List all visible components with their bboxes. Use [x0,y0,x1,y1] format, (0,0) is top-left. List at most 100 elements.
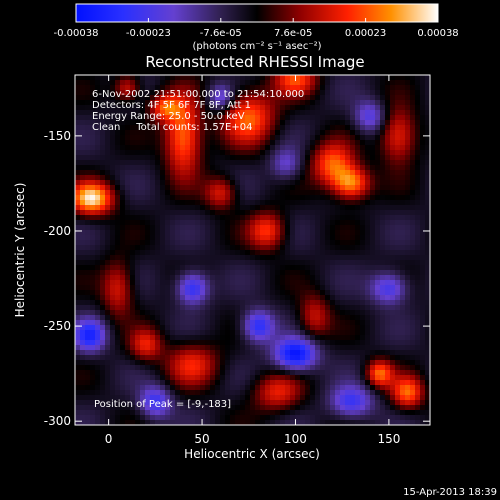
heatmap-cell [150,350,156,356]
heatmap-cell [100,235,106,241]
heatmap-cell [265,300,271,306]
heatmap-cell [180,410,186,416]
heatmap-cell [320,115,326,121]
heatmap-cell [260,255,266,261]
heatmap-cell [190,325,196,331]
heatmap-cell [85,225,91,231]
heatmap-cell [220,110,226,116]
heatmap-cell [230,155,236,161]
heatmap-cell [170,160,176,166]
heatmap-cell [90,320,96,326]
heatmap-cell [90,365,96,371]
heatmap-cell [345,225,351,231]
heatmap-cell [420,145,426,151]
heatmap-cell [90,190,96,196]
heatmap-cell [410,95,416,101]
heatmap-cell [145,200,151,206]
heatmap-cell [155,330,161,336]
heatmap-cell [325,80,331,86]
heatmap-cell [425,260,431,266]
heatmap-cell [195,340,201,346]
heatmap-cell [135,360,141,366]
heatmap-cell [425,310,431,316]
heatmap-cell [305,405,311,411]
heatmap-cell [140,275,146,281]
heatmap-cell [290,415,296,421]
heatmap-cell [130,225,136,231]
heatmap-cell [370,390,376,396]
heatmap-cell [305,205,311,211]
heatmap-cell [90,405,96,411]
heatmap-cell [145,385,151,391]
heatmap-cell [100,195,106,201]
heatmap-cell [300,195,306,201]
heatmap-cell [210,110,216,116]
heatmap-cell [390,180,396,186]
heatmap-cell [210,135,216,141]
heatmap-cell [180,90,186,96]
heatmap-cell [360,215,366,221]
heatmap-cell [85,290,91,296]
heatmap-cell [170,420,176,426]
heatmap-cell [80,275,86,281]
heatmap-cell [90,195,96,201]
heatmap-cell [105,85,111,91]
heatmap-cell [350,340,356,346]
heatmap-cell [395,250,401,256]
heatmap-cell [320,155,326,161]
heatmap-cell [300,230,306,236]
heatmap-cell [260,120,266,126]
heatmap-cell [180,120,186,126]
heatmap-cell [400,185,406,191]
heatmap-cell [350,270,356,276]
heatmap-cell [225,90,231,96]
heatmap-cell [265,310,271,316]
heatmap-cell [335,325,341,331]
heatmap-cell [205,135,211,141]
heatmap-cell [130,200,136,206]
heatmap-cell [335,320,341,326]
heatmap-cell [165,265,171,271]
heatmap-cell [200,225,206,231]
heatmap-cell [185,340,191,346]
heatmap-cell [115,385,121,391]
heatmap-cell [380,320,386,326]
heatmap-cell [180,260,186,266]
heatmap-cell [120,215,126,221]
heatmap-cell [100,280,106,286]
heatmap-cell [200,335,206,341]
heatmap-cell [320,245,326,251]
heatmap-cell [375,365,381,371]
heatmap-cell [105,395,111,401]
heatmap-cell [425,175,431,181]
heatmap-cell [360,360,366,366]
heatmap-cell [110,95,116,101]
heatmap-cell [260,220,266,226]
heatmap-cell [170,330,176,336]
heatmap-cell [345,370,351,376]
heatmap-cell [110,340,116,346]
heatmap-cell [280,265,286,271]
heatmap-cell [240,235,246,241]
heatmap-cell [300,325,306,331]
heatmap-cell [190,305,196,311]
heatmap-cell [305,310,311,316]
heatmap-cell [395,135,401,141]
heatmap-cell [335,285,341,291]
heatmap-cell [325,220,331,226]
heatmap-cell [325,195,331,201]
heatmap-cell [120,325,126,331]
heatmap-cell [215,215,221,221]
heatmap-cell [240,310,246,316]
heatmap-cell [260,370,266,376]
heatmap-cell [255,205,261,211]
heatmap-cell [280,130,286,136]
heatmap-cell [390,395,396,401]
heatmap-cell [145,175,151,181]
heatmap-cell [290,175,296,181]
heatmap-cell [100,90,106,96]
heatmap-cell [380,215,386,221]
heatmap-cell [215,305,221,311]
heatmap-cell [215,165,221,171]
heatmap-cell [325,185,331,191]
